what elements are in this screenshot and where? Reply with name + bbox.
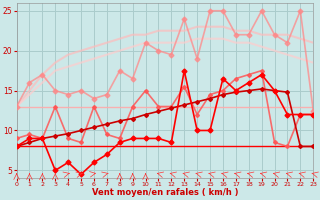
X-axis label: Vent moyen/en rafales ( km/h ): Vent moyen/en rafales ( km/h ) [92, 188, 238, 197]
